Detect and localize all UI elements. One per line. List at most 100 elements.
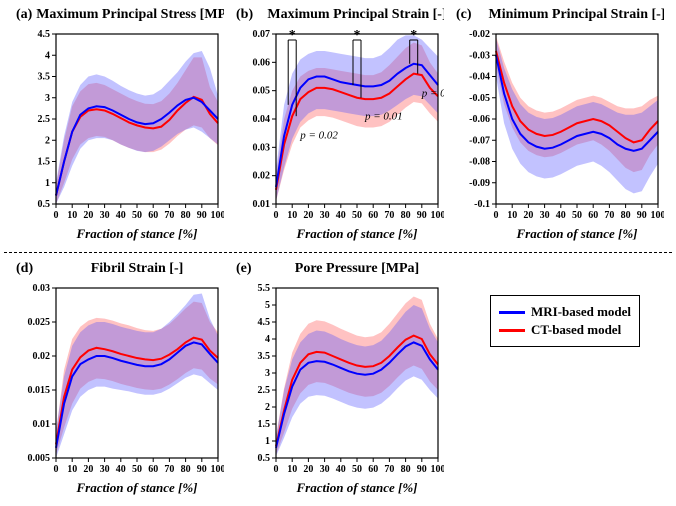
svg-text:2: 2: [45, 135, 50, 146]
svg-text:Fraction of stance [%]: Fraction of stance [%]: [76, 480, 198, 495]
legend-swatch-ct: [499, 329, 525, 332]
svg-text:4: 4: [45, 50, 50, 61]
svg-text:100: 100: [211, 210, 225, 221]
svg-text:Fraction of stance [%]: Fraction of stance [%]: [516, 226, 638, 241]
svg-text:Maximum Principal Strain [-]: Maximum Principal Strain [-]: [267, 7, 444, 22]
svg-text:3: 3: [45, 93, 50, 104]
svg-text:Fraction of stance [%]: Fraction of stance [%]: [76, 226, 198, 241]
svg-text:2: 2: [265, 402, 270, 413]
svg-text:(c): (c): [456, 7, 472, 22]
svg-text:5: 5: [265, 300, 270, 311]
svg-text:-0.07: -0.07: [469, 135, 490, 146]
svg-text:-0.08: -0.08: [469, 157, 490, 168]
svg-text:0.05: 0.05: [253, 86, 271, 97]
svg-text:40: 40: [556, 210, 566, 221]
svg-text:0.015: 0.015: [28, 385, 51, 396]
svg-text:100: 100: [211, 464, 225, 475]
svg-text:30: 30: [100, 464, 110, 475]
svg-text:50: 50: [352, 464, 362, 475]
svg-text:Fibril Strain [-]: Fibril Strain [-]: [91, 261, 184, 276]
svg-text:(e): (e): [236, 261, 252, 276]
svg-text:p = 0.02: p = 0.02: [299, 130, 338, 142]
svg-text:10: 10: [287, 464, 297, 475]
svg-text:60: 60: [148, 464, 158, 475]
panel-d: 01020304050607080901000.0050.010.0150.02…: [14, 258, 224, 500]
svg-text:0.03: 0.03: [253, 142, 271, 153]
svg-text:1: 1: [45, 178, 50, 189]
panel-a: 01020304050607080901000.511.522.533.544.…: [14, 4, 224, 246]
svg-text:70: 70: [384, 210, 394, 221]
svg-text:10: 10: [507, 210, 517, 221]
svg-text:4.5: 4.5: [258, 317, 271, 328]
svg-text:3.5: 3.5: [38, 72, 51, 83]
svg-text:(b): (b): [236, 7, 253, 22]
svg-text:*: *: [410, 28, 417, 43]
legend-row-ct: CT-based model: [499, 322, 631, 338]
svg-text:-0.04: -0.04: [469, 72, 490, 83]
svg-text:-0.1: -0.1: [474, 199, 490, 210]
svg-text:-0.03: -0.03: [469, 50, 490, 61]
svg-text:80: 80: [181, 210, 191, 221]
panel-b: 01020304050607080901000.010.020.030.040.…: [234, 4, 444, 246]
svg-text:50: 50: [352, 210, 362, 221]
svg-text:70: 70: [384, 464, 394, 475]
svg-text:80: 80: [401, 210, 411, 221]
svg-text:Fraction of stance [%]: Fraction of stance [%]: [296, 480, 418, 495]
svg-text:60: 60: [368, 210, 378, 221]
svg-text:0: 0: [494, 210, 499, 221]
svg-text:20: 20: [83, 464, 93, 475]
svg-text:80: 80: [181, 464, 191, 475]
svg-text:0: 0: [54, 210, 59, 221]
svg-text:20: 20: [303, 464, 313, 475]
svg-text:0.005: 0.005: [28, 453, 51, 464]
svg-text:90: 90: [197, 464, 207, 475]
svg-text:2.5: 2.5: [38, 114, 51, 125]
svg-text:p = 0.01: p = 0.01: [364, 110, 403, 122]
svg-text:50: 50: [132, 210, 142, 221]
svg-text:1: 1: [265, 436, 270, 447]
svg-text:1.5: 1.5: [258, 419, 271, 430]
svg-text:5.5: 5.5: [258, 283, 271, 294]
svg-text:30: 30: [540, 210, 550, 221]
legend-label-ct: CT-based model: [531, 322, 621, 338]
svg-text:70: 70: [604, 210, 614, 221]
svg-text:60: 60: [368, 464, 378, 475]
svg-text:*: *: [354, 28, 361, 43]
svg-text:4.5: 4.5: [38, 29, 51, 40]
svg-text:-0.09: -0.09: [469, 178, 490, 189]
svg-text:40: 40: [116, 464, 126, 475]
svg-text:60: 60: [148, 210, 158, 221]
svg-text:0.025: 0.025: [28, 317, 51, 328]
svg-text:(a): (a): [16, 7, 33, 22]
svg-text:3: 3: [265, 368, 270, 379]
legend-label-mri: MRI-based model: [531, 304, 631, 320]
svg-text:0.07: 0.07: [253, 29, 271, 40]
svg-text:Pore Pressure [MPa]: Pore Pressure [MPa]: [295, 261, 419, 276]
svg-text:60: 60: [588, 210, 598, 221]
svg-text:30: 30: [100, 210, 110, 221]
svg-text:30: 30: [320, 464, 330, 475]
svg-text:40: 40: [116, 210, 126, 221]
svg-text:p = 0.01: p = 0.01: [421, 88, 444, 100]
svg-text:0.5: 0.5: [38, 199, 51, 210]
svg-text:-0.05: -0.05: [469, 93, 490, 104]
svg-text:(d): (d): [16, 261, 33, 276]
svg-text:80: 80: [621, 210, 631, 221]
svg-text:50: 50: [572, 210, 582, 221]
legend: MRI-based model CT-based model: [490, 295, 640, 347]
svg-text:4: 4: [265, 334, 270, 345]
svg-text:0.01: 0.01: [33, 419, 51, 430]
svg-text:1.5: 1.5: [38, 157, 51, 168]
svg-text:Fraction of stance [%]: Fraction of stance [%]: [296, 226, 418, 241]
svg-text:0.02: 0.02: [253, 171, 271, 182]
svg-text:*: *: [289, 28, 296, 43]
legend-row-mri: MRI-based model: [499, 304, 631, 320]
svg-text:0.06: 0.06: [253, 57, 271, 68]
svg-text:80: 80: [401, 464, 411, 475]
svg-text:3.5: 3.5: [258, 351, 271, 362]
svg-text:20: 20: [523, 210, 533, 221]
svg-text:90: 90: [637, 210, 647, 221]
svg-text:40: 40: [336, 210, 346, 221]
svg-text:Minimum Principal Strain [-]: Minimum Principal Strain [-]: [489, 7, 664, 22]
svg-text:0.04: 0.04: [253, 114, 271, 125]
